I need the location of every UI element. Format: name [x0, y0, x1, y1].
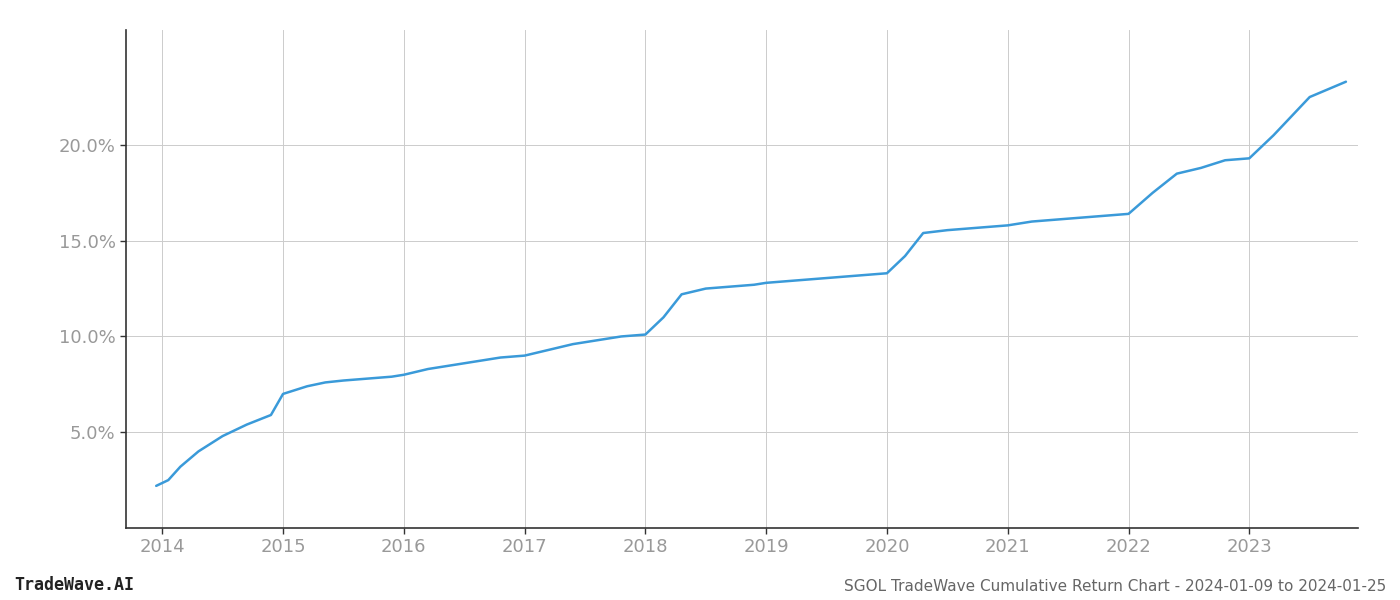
Text: SGOL TradeWave Cumulative Return Chart - 2024-01-09 to 2024-01-25: SGOL TradeWave Cumulative Return Chart -… — [844, 579, 1386, 594]
Text: TradeWave.AI: TradeWave.AI — [14, 576, 134, 594]
